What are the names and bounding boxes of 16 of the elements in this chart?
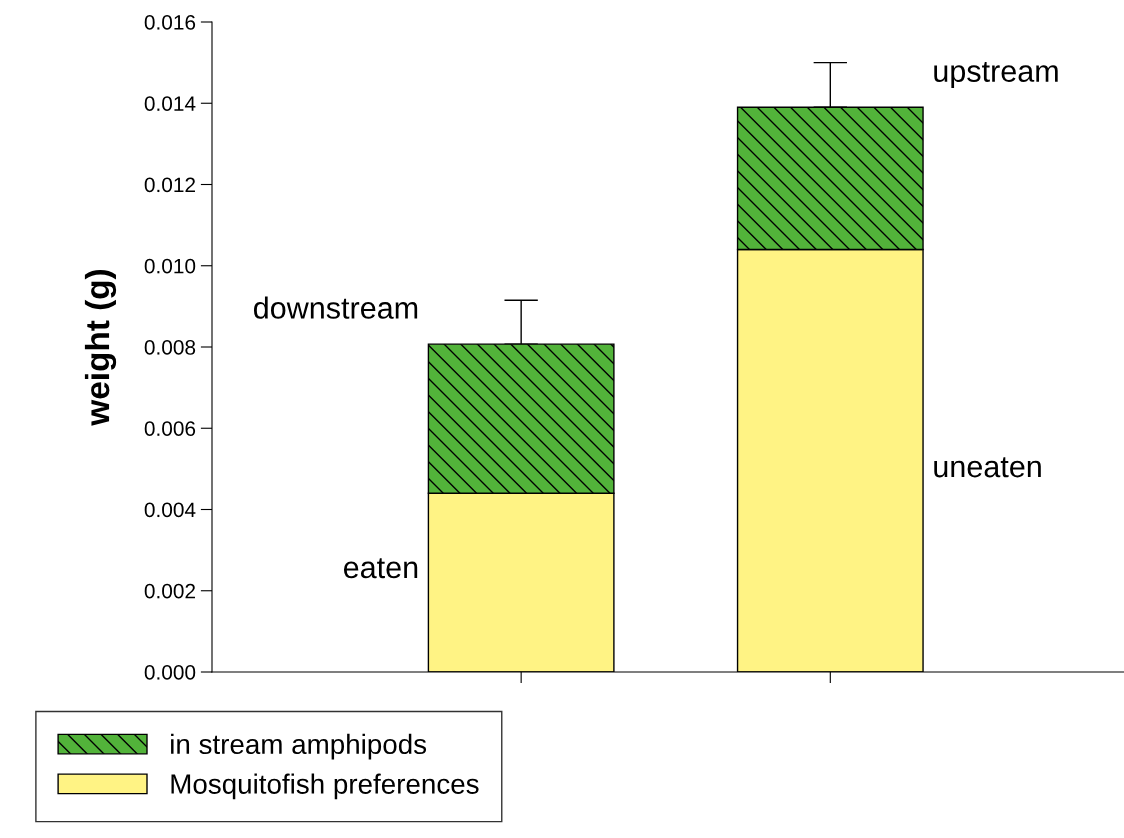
y-tick-label: 0.002 (144, 583, 195, 599)
y-tick-label: 0.014 (144, 96, 196, 111)
y-tick-label: 0.000 (144, 665, 196, 680)
annotation: eaten (343, 558, 418, 579)
y-tick-label: 0.004 (144, 502, 196, 518)
annotation: downstream (254, 296, 418, 319)
y-axis-title: weight (g) (84, 269, 117, 426)
y-tick-label: 0.010 (144, 258, 196, 274)
y-tick-label: 0.008 (144, 340, 196, 355)
annotation: upstream (934, 61, 1058, 89)
annotation: uneaten (934, 457, 1041, 478)
y-tick-label: 0.012 (144, 177, 195, 193)
y-tick-label: 0.016 (144, 15, 196, 30)
legend-label: in stream amphipods (171, 733, 427, 760)
y-tick-label: 0.006 (144, 421, 196, 436)
legend-label: Mosquitofish preferences (171, 773, 479, 800)
